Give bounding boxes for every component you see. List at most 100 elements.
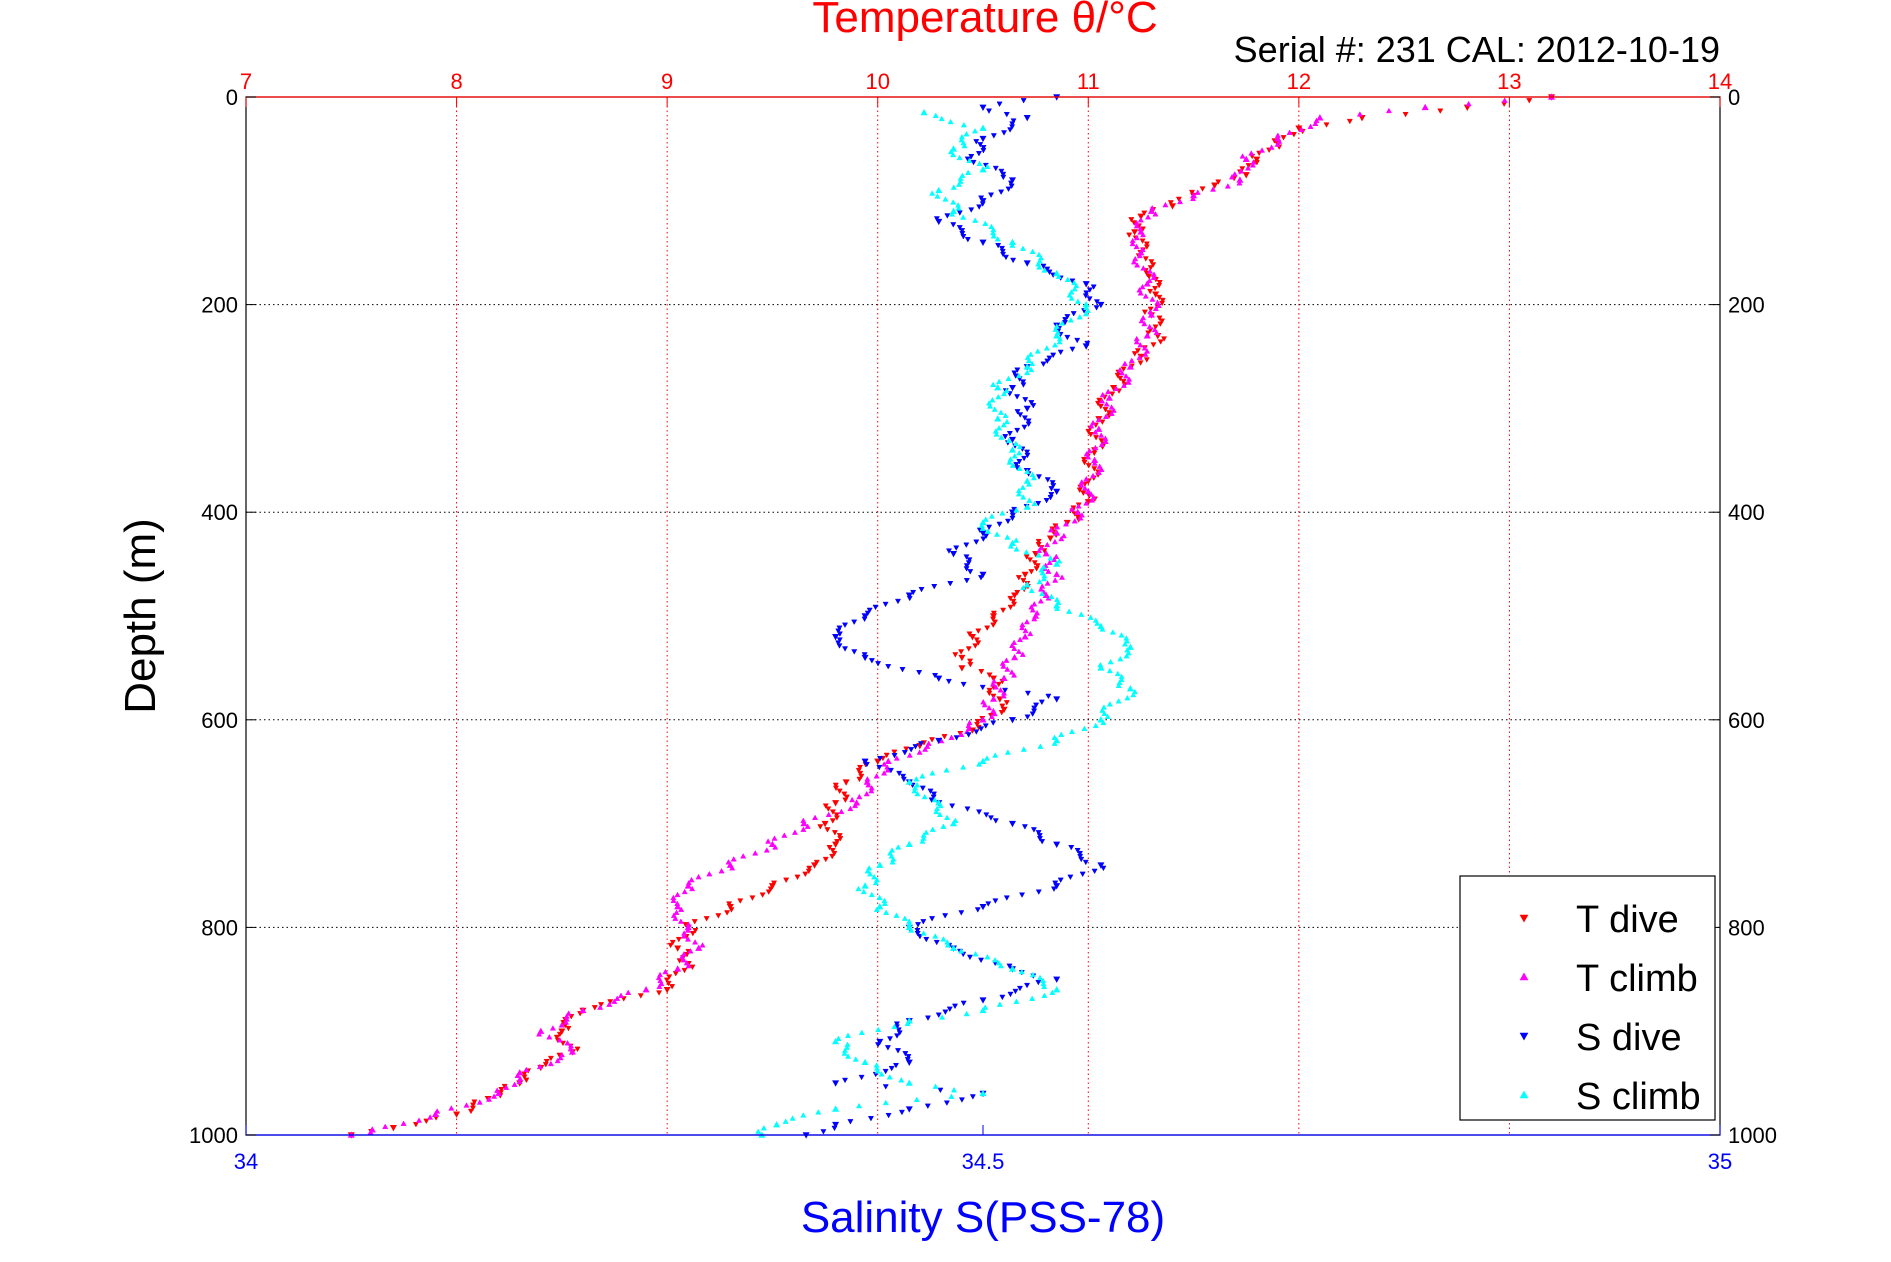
data-point — [820, 1129, 827, 1135]
data-point — [453, 1111, 461, 1118]
data-point — [826, 844, 833, 851]
data-point — [1133, 243, 1140, 250]
data-point — [885, 1112, 892, 1119]
data-point — [950, 551, 958, 558]
data-point — [929, 737, 936, 743]
data-point — [858, 773, 865, 780]
data-point — [1044, 358, 1051, 365]
data-point — [1024, 468, 1031, 475]
data-point — [1004, 666, 1011, 672]
data-point — [1053, 976, 1061, 983]
data-point — [981, 701, 988, 708]
data-point — [852, 1056, 859, 1062]
temperature-tick-label: 9 — [661, 69, 673, 94]
data-point — [1070, 311, 1077, 317]
data-point — [1036, 578, 1043, 585]
data-point — [990, 720, 997, 726]
data-point — [965, 169, 972, 175]
data-point — [1295, 125, 1303, 132]
data-point — [1147, 306, 1154, 313]
data-point — [999, 994, 1006, 1001]
data-point — [1044, 541, 1051, 548]
data-point — [1346, 118, 1353, 125]
data-point — [1011, 645, 1018, 651]
data-point — [1097, 862, 1105, 869]
data-point — [617, 992, 625, 998]
data-point — [1356, 111, 1363, 117]
data-point — [1102, 407, 1109, 413]
data-point — [865, 781, 872, 788]
data-point — [851, 649, 858, 655]
data-point — [938, 115, 945, 122]
data-point — [1013, 507, 1020, 513]
data-point — [1075, 503, 1082, 509]
data-point — [1024, 690, 1031, 697]
data-point — [992, 818, 999, 824]
data-point — [1094, 620, 1101, 626]
data-point — [568, 1048, 576, 1055]
data-point — [1000, 251, 1007, 258]
data-point — [974, 721, 981, 728]
data-point — [998, 245, 1006, 252]
data-point — [681, 967, 688, 974]
data-point — [968, 207, 975, 213]
data-point — [1046, 269, 1053, 276]
data-point — [969, 1094, 976, 1100]
data-point — [1053, 553, 1060, 560]
data-point — [1086, 287, 1093, 293]
data-point — [933, 216, 940, 222]
data-point — [1081, 485, 1089, 491]
data-point — [997, 409, 1004, 415]
data-point — [903, 746, 910, 752]
data-point — [1385, 107, 1392, 114]
data-point — [812, 814, 819, 820]
data-point — [891, 753, 898, 759]
data-point — [1087, 614, 1094, 620]
data-point — [979, 684, 986, 691]
data-point — [1064, 334, 1071, 341]
legend-label: T climb — [1576, 958, 1698, 1000]
data-point — [1268, 144, 1275, 150]
data-point — [887, 767, 894, 774]
data-point — [958, 665, 966, 672]
depth-tick-label-right: 600 — [1728, 708, 1765, 733]
data-point — [940, 936, 947, 942]
data-point — [825, 811, 832, 818]
data-point — [874, 1068, 881, 1074]
data-point — [1016, 985, 1024, 992]
salinity-tick-label: 34.5 — [962, 1149, 1005, 1174]
data-point — [1009, 462, 1016, 468]
data-point — [979, 716, 987, 723]
data-point — [1053, 332, 1061, 339]
data-point — [958, 654, 966, 662]
data-point — [978, 726, 985, 732]
data-point — [1058, 535, 1065, 542]
data-point — [882, 601, 889, 608]
data-point — [1081, 460, 1088, 466]
data-point — [958, 910, 965, 916]
data-point — [979, 525, 986, 531]
data-point — [1003, 700, 1010, 706]
data-point — [1121, 641, 1129, 647]
data-point — [966, 631, 973, 637]
data-point — [1092, 429, 1099, 435]
data-point — [990, 232, 997, 239]
data-point — [966, 557, 973, 563]
data-point — [889, 859, 896, 865]
data-point — [988, 223, 995, 230]
data-point — [1031, 500, 1038, 507]
data-point — [978, 957, 985, 964]
data-point — [905, 592, 913, 599]
data-point — [813, 859, 820, 866]
data-point — [1036, 547, 1043, 554]
depth-tick-label: 1000 — [189, 1123, 238, 1148]
data-point — [730, 856, 737, 862]
data-point — [1245, 165, 1252, 171]
data-point — [829, 847, 836, 854]
data-point — [563, 1019, 570, 1025]
data-point — [910, 589, 917, 596]
temperature-tick-label: 11 — [1077, 69, 1100, 94]
data-point — [956, 225, 963, 231]
data-point — [1145, 213, 1152, 220]
data-point — [1007, 604, 1014, 611]
